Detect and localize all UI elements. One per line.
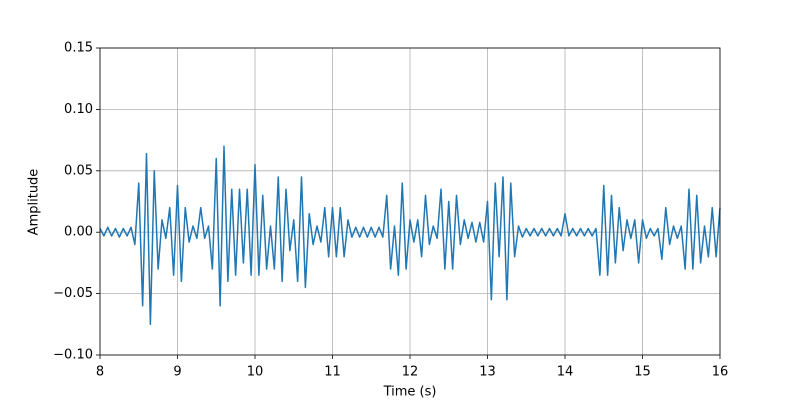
x-tick-label: 15 — [634, 365, 651, 380]
y-tick-label: 0.05 — [64, 163, 93, 178]
x-tick-label: 14 — [557, 365, 574, 380]
x-tick-label: 12 — [402, 365, 419, 380]
waveform — [99, 145, 721, 326]
y-axis-label: Amplitude — [27, 169, 42, 236]
y-tick-label: −0.10 — [53, 348, 93, 363]
x-tick-label: 8 — [96, 365, 104, 380]
y-tick-label: 0.10 — [64, 102, 93, 117]
x-tick-label: 9 — [173, 365, 181, 380]
x-tick-label: 13 — [479, 365, 496, 380]
y-tick-label: 0.00 — [64, 225, 93, 240]
x-axis-label: Time (s) — [383, 385, 437, 400]
y-tick-label: 0.15 — [64, 41, 93, 56]
y-tick-label: −0.05 — [53, 286, 93, 301]
x-tick-label: 11 — [324, 365, 341, 380]
x-tick-label: 16 — [712, 365, 729, 380]
plot-frame — [99, 47, 721, 356]
x-tick-label: 10 — [247, 365, 264, 380]
